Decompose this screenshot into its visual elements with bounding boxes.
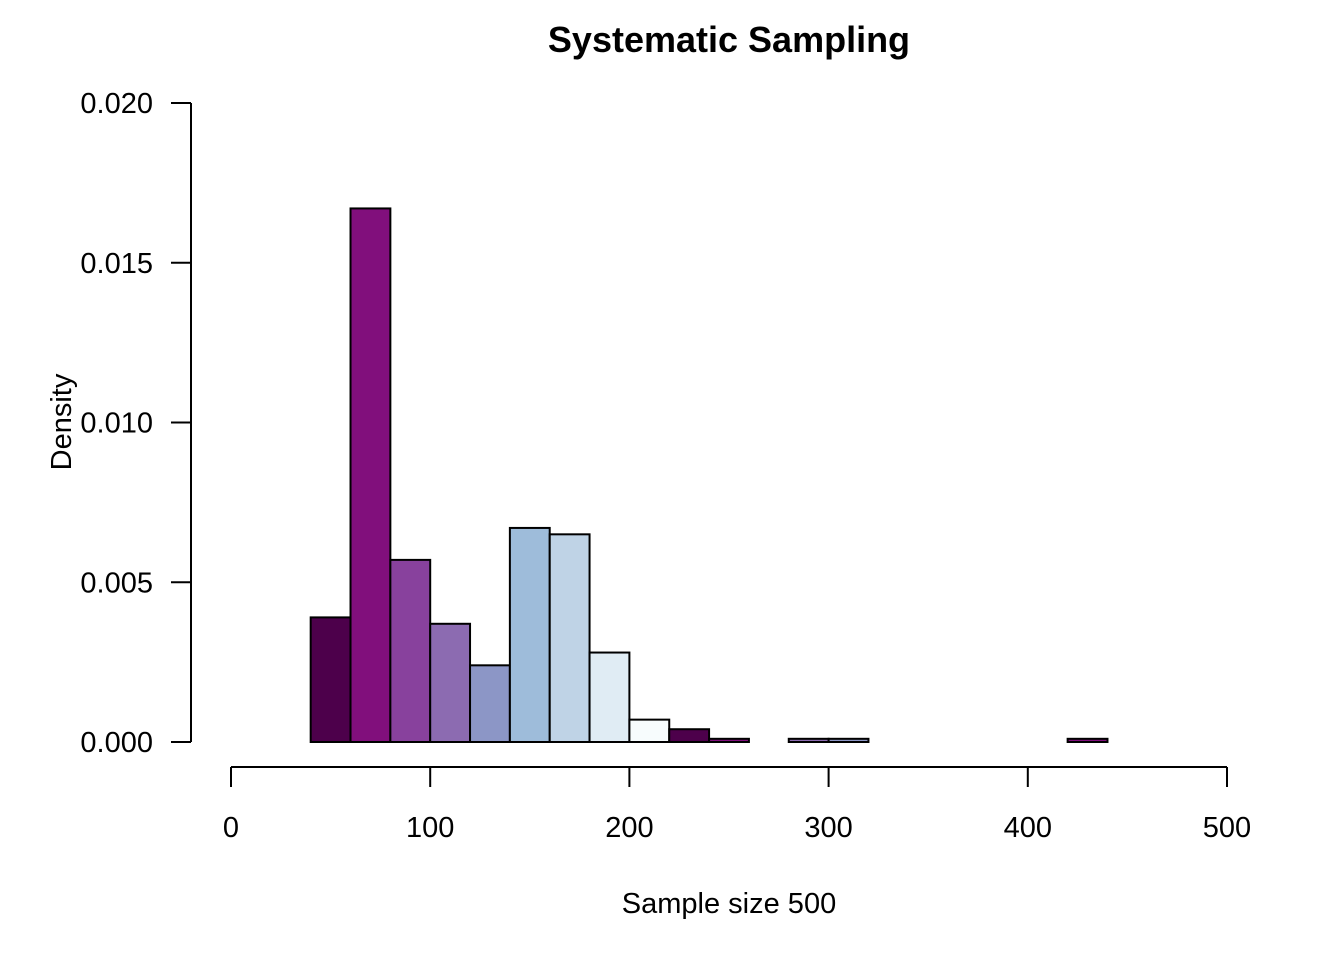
- histogram-bar: [1066, 737, 1109, 743]
- histogram-bar: [827, 737, 870, 743]
- x-tick-label: 300: [804, 812, 852, 844]
- y-tick-label: 0.005: [80, 567, 153, 599]
- histogram-bar: [508, 526, 551, 743]
- histogram-bar: [429, 622, 472, 743]
- y-tick-label: 0.020: [80, 88, 153, 120]
- y-tick-label: 0.015: [80, 248, 153, 280]
- x-tick-label: 100: [406, 812, 454, 844]
- y-axis-label: Density: [46, 373, 78, 470]
- x-tick-label: 0: [223, 812, 239, 844]
- histogram-bar: [588, 651, 631, 743]
- histogram-bar: [708, 737, 750, 743]
- histogram-bar: [668, 728, 711, 743]
- histogram-bar: [349, 207, 392, 743]
- x-axis-label: Sample size 500: [622, 888, 836, 920]
- y-tick-label: 0.010: [80, 408, 153, 440]
- histogram-bar: [628, 718, 671, 744]
- histogram-bar: [309, 616, 352, 744]
- histogram-bars: [309, 207, 1109, 744]
- x-tick-label: 200: [605, 812, 653, 844]
- x-tick-label: 500: [1203, 812, 1251, 844]
- x-axis: 0 100 200 300 400 500: [223, 766, 1251, 844]
- y-tick-label: 0.000: [80, 727, 153, 759]
- histogram-bar: [469, 664, 511, 744]
- histogram-bar: [389, 558, 432, 744]
- histogram-bar: [548, 533, 591, 744]
- y-axis: 0.000 0.005 0.010 0.015 0.020: [80, 88, 192, 759]
- x-tick-label: 400: [1004, 812, 1052, 844]
- chart-title: Systematic Sampling: [548, 19, 910, 60]
- histogram-bar: [787, 737, 830, 743]
